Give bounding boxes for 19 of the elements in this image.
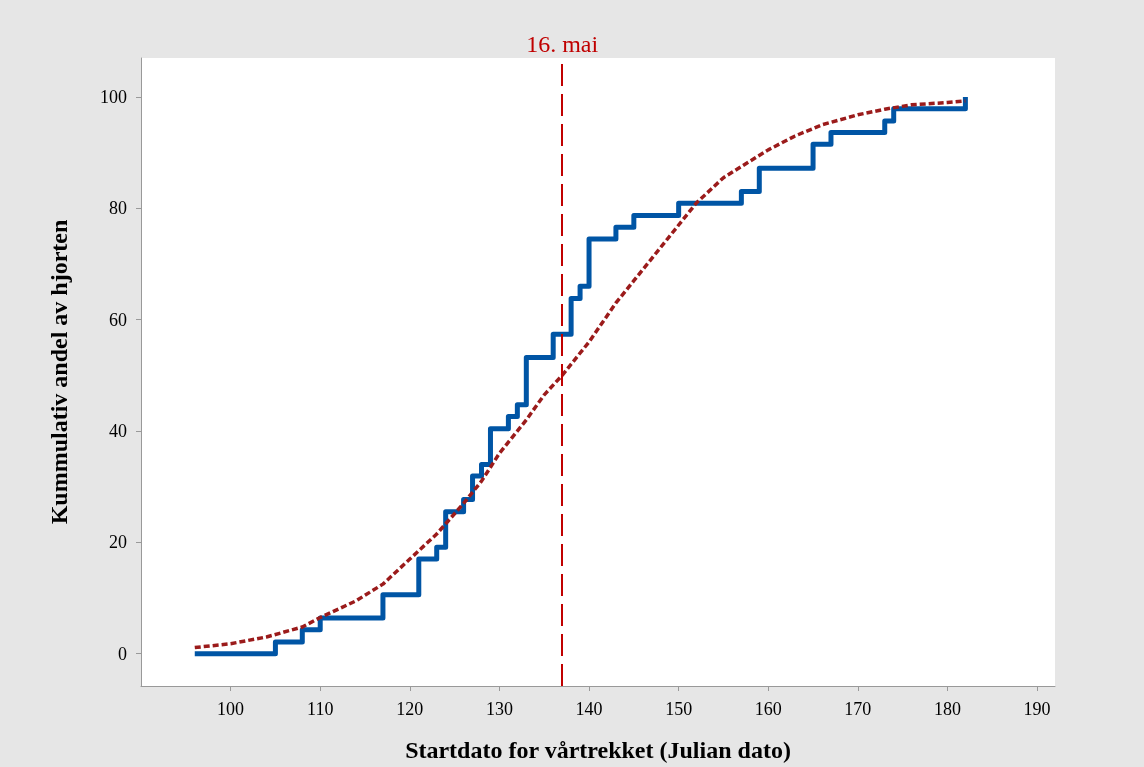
x-tick-label: 190: [1023, 699, 1051, 719]
y-tick-label: 60: [109, 309, 127, 330]
x-tick-label: 180: [933, 699, 961, 719]
x-tick-label: 120: [396, 699, 424, 719]
x-tick-label: 100: [217, 699, 245, 719]
y-axis-title: Kummulativ andel av hjorten: [46, 219, 72, 525]
y-tick-label: 40: [109, 421, 127, 442]
y-tick-label: 80: [109, 198, 127, 219]
x-axis-title: Startdato for vårtrekket (Julian dato): [405, 737, 791, 763]
x-tick-label: 150: [665, 699, 693, 719]
y-tick-label: 20: [109, 532, 127, 553]
ref-line-label: 16. mai: [526, 31, 599, 57]
y-tick-label: 100: [100, 86, 127, 107]
x-tick-label: 160: [754, 699, 782, 719]
x-tick-label: 170: [844, 699, 872, 719]
x-tick-label: 130: [485, 699, 513, 719]
x-tick-label: 140: [575, 699, 603, 719]
y-tick-label: 0: [118, 643, 127, 664]
x-tick-label: 110: [307, 699, 334, 719]
